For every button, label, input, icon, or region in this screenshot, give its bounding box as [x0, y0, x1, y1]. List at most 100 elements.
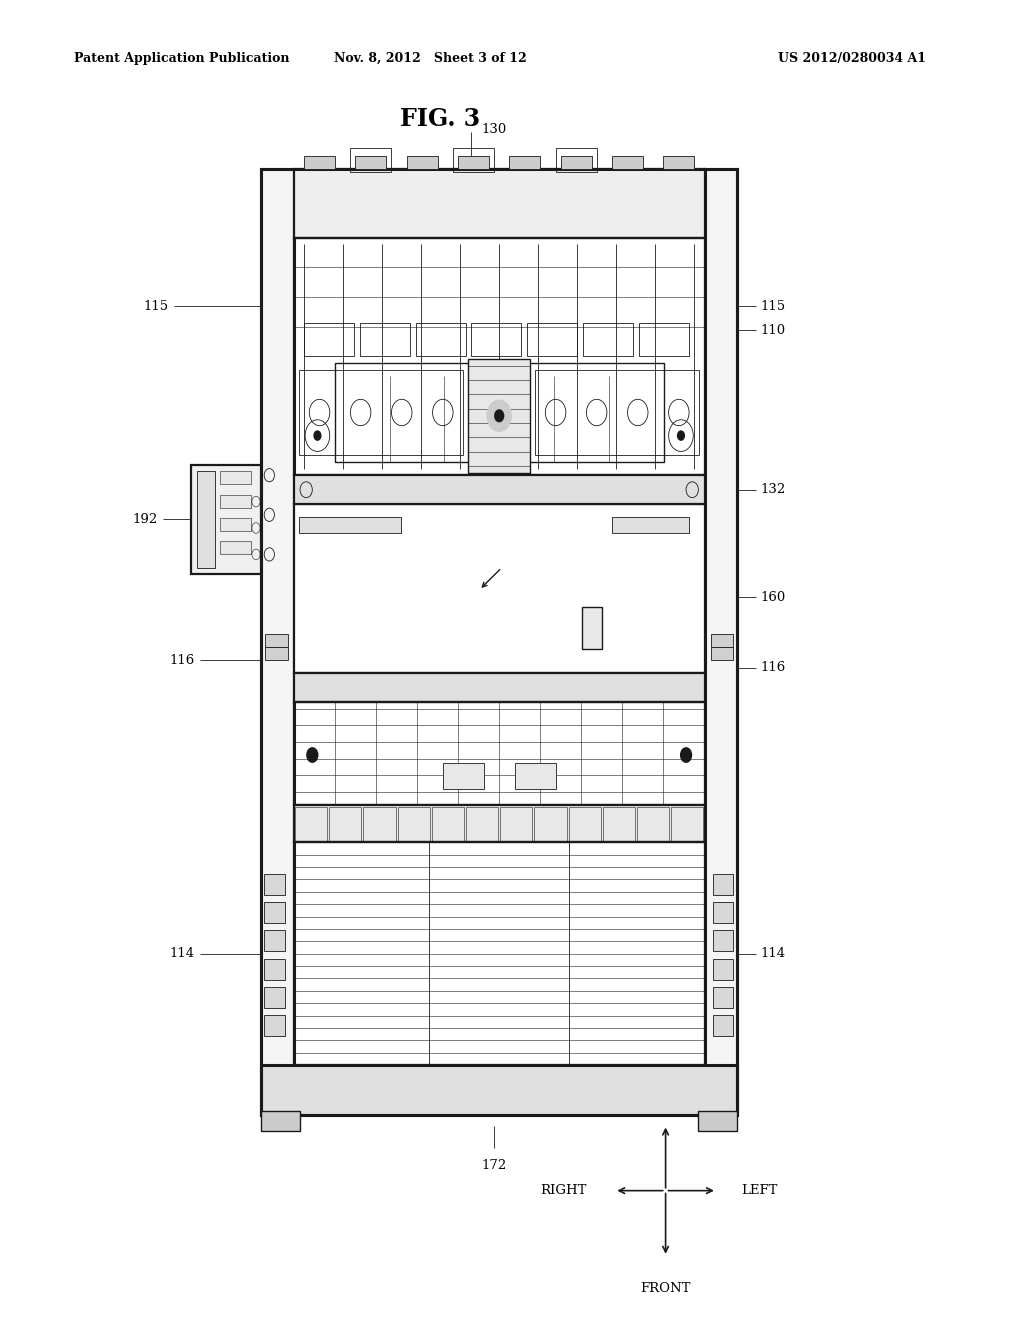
Bar	[561, 156, 592, 169]
Bar	[261, 169, 294, 1115]
Bar	[355, 156, 386, 169]
Text: RIGHT: RIGHT	[540, 1184, 587, 1197]
Bar	[397, 807, 430, 841]
Bar	[713, 874, 733, 895]
Bar	[453, 148, 494, 172]
Bar	[535, 370, 699, 455]
Bar	[535, 807, 566, 841]
Bar	[471, 323, 521, 356]
Bar	[713, 902, 733, 923]
Bar	[469, 359, 530, 473]
Bar	[432, 807, 464, 841]
Bar	[568, 807, 601, 841]
Circle shape	[680, 747, 692, 763]
Bar	[294, 842, 705, 1065]
Bar	[304, 156, 335, 169]
Bar	[359, 323, 410, 356]
Text: FRONT: FRONT	[640, 1282, 691, 1295]
Bar	[583, 323, 633, 356]
Bar	[514, 763, 555, 789]
Bar	[220, 471, 251, 484]
Circle shape	[313, 430, 322, 441]
Bar	[265, 634, 288, 647]
Bar	[713, 1015, 733, 1036]
Bar	[556, 148, 597, 172]
Bar	[329, 807, 361, 841]
Bar	[582, 607, 602, 649]
Bar	[197, 471, 215, 568]
Text: REAR: REAR	[646, 1086, 685, 1100]
Bar	[698, 1111, 737, 1131]
Bar	[264, 958, 285, 979]
Bar	[458, 156, 488, 169]
Bar	[264, 874, 285, 895]
Text: 115: 115	[761, 300, 786, 313]
Text: 132: 132	[761, 483, 786, 496]
Bar	[295, 807, 327, 841]
Bar	[466, 807, 498, 841]
Bar	[500, 807, 532, 841]
Circle shape	[487, 400, 512, 432]
Text: 116: 116	[169, 653, 195, 667]
Text: Patent Application Publication: Patent Application Publication	[74, 51, 289, 65]
Bar	[705, 169, 737, 1115]
Bar	[264, 987, 285, 1008]
Bar	[639, 323, 689, 356]
Bar	[672, 807, 703, 841]
Bar	[350, 148, 391, 172]
Bar	[264, 931, 285, 952]
Bar	[299, 370, 463, 455]
Text: 115: 115	[143, 300, 169, 313]
Bar	[220, 517, 251, 531]
Text: 116: 116	[761, 661, 786, 675]
Text: LEFT: LEFT	[741, 1184, 778, 1197]
Bar	[294, 238, 705, 475]
Bar	[612, 156, 643, 169]
Bar	[261, 1111, 300, 1131]
Text: 172: 172	[481, 1159, 507, 1172]
Circle shape	[677, 430, 685, 441]
Bar	[261, 169, 737, 1115]
Text: 160: 160	[761, 590, 786, 603]
Bar	[407, 156, 437, 169]
Circle shape	[494, 409, 504, 422]
Bar	[335, 363, 664, 462]
Bar	[612, 517, 689, 533]
Bar	[713, 987, 733, 1008]
Text: FIG. 3: FIG. 3	[400, 107, 480, 131]
Bar	[442, 763, 483, 789]
Text: US 2012/0280034 A1: US 2012/0280034 A1	[778, 51, 927, 65]
Circle shape	[306, 747, 318, 763]
Bar	[364, 807, 395, 841]
Text: 130: 130	[481, 123, 507, 136]
Bar	[264, 902, 285, 923]
Bar	[264, 1015, 285, 1036]
Bar	[265, 647, 288, 660]
Bar	[711, 634, 733, 647]
Bar	[304, 323, 354, 356]
Bar	[637, 807, 670, 841]
Bar	[713, 931, 733, 952]
Bar	[664, 156, 694, 169]
Bar	[220, 495, 251, 508]
Text: 110: 110	[761, 323, 786, 337]
Bar	[711, 647, 733, 660]
Bar	[294, 702, 705, 805]
Bar	[294, 169, 705, 238]
Text: 192: 192	[132, 513, 158, 525]
Bar	[220, 541, 251, 554]
Bar	[713, 958, 733, 979]
Text: Nov. 8, 2012   Sheet 3 of 12: Nov. 8, 2012 Sheet 3 of 12	[334, 51, 526, 65]
Bar	[603, 807, 635, 841]
Bar	[294, 673, 705, 702]
Bar	[191, 465, 261, 574]
Text: 114: 114	[169, 948, 195, 960]
Bar	[527, 323, 578, 356]
Bar	[416, 323, 466, 356]
Bar	[261, 1065, 737, 1115]
Bar	[294, 504, 705, 673]
Bar	[510, 156, 541, 169]
Bar	[294, 805, 705, 842]
Bar	[299, 517, 401, 533]
Bar	[294, 475, 705, 504]
